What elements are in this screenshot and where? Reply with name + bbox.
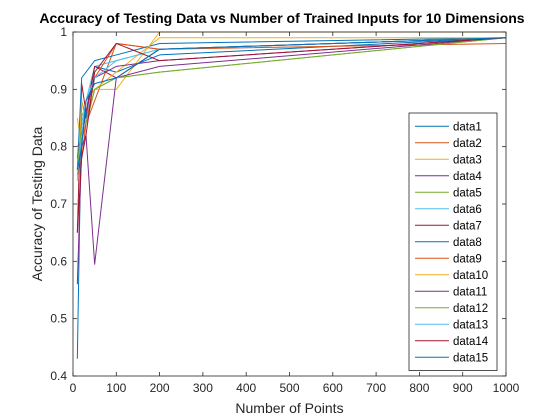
chart-title: Accuracy of Testing Data vs Number of Tr… (39, 10, 524, 26)
y-tick-label: 0.9 (50, 82, 67, 96)
y-tick-label: 0.7 (50, 197, 67, 211)
legend-label-data4: data4 (453, 171, 482, 183)
x-axis-label: Number of Points (235, 400, 343, 416)
x-tick-label: 300 (193, 381, 213, 395)
y-tick-label: 0.6 (50, 254, 67, 268)
x-tick-label: 800 (409, 381, 429, 395)
legend-label-data13: data13 (453, 319, 488, 331)
legend-label-data11: data11 (453, 286, 487, 298)
x-tick-label: 400 (236, 381, 256, 395)
y-tick-label: 0.8 (50, 140, 67, 154)
x-tick-label: 600 (323, 381, 343, 395)
x-tick-label: 900 (453, 381, 473, 395)
series-line-data8 (76, 37, 507, 170)
legend-label-data5: data5 (453, 187, 482, 199)
legend-label-data1: data1 (453, 121, 482, 133)
legend-label-data12: data12 (453, 303, 488, 315)
legend-label-data2: data2 (453, 138, 482, 150)
series-line-data12 (76, 37, 507, 170)
x-tick-label: 700 (366, 381, 386, 395)
y-tick-label: 0.5 (50, 312, 67, 326)
x-tick-label: 0 (70, 381, 77, 395)
y-tick-label: 0.4 (50, 369, 67, 383)
axes-layer: 0 100 200 300 400 500 600 700 800 900 1000 0.4 0.5 0.… (50, 25, 519, 395)
series-line-data14 (76, 37, 507, 233)
x-tick-label: 500 (279, 381, 299, 395)
legend[interactable]: data1 data2 data3 data4 data5 data6 data7 data8… (408, 112, 498, 371)
x-tick-label: 200 (150, 381, 170, 395)
y-axis-label: Accuracy of Testing Data (29, 126, 45, 281)
legend-label-data14: data14 (453, 336, 489, 348)
x-tick-label: 1000 (493, 381, 520, 395)
legend-label-data7: data7 (453, 220, 482, 232)
series-line-data15 (76, 37, 507, 170)
series-layer (76, 31, 507, 359)
legend-label-data10: data10 (453, 270, 488, 282)
legend-label-data3: data3 (453, 154, 482, 166)
legend-label-data6: data6 (453, 204, 482, 216)
x-tick-label: 100 (106, 381, 126, 395)
legend-label-data15: data15 (453, 352, 488, 364)
y-tick-label: 1 (60, 25, 67, 39)
legend-label-data9: data9 (453, 253, 482, 265)
legend-label-data8: data8 (453, 237, 482, 249)
